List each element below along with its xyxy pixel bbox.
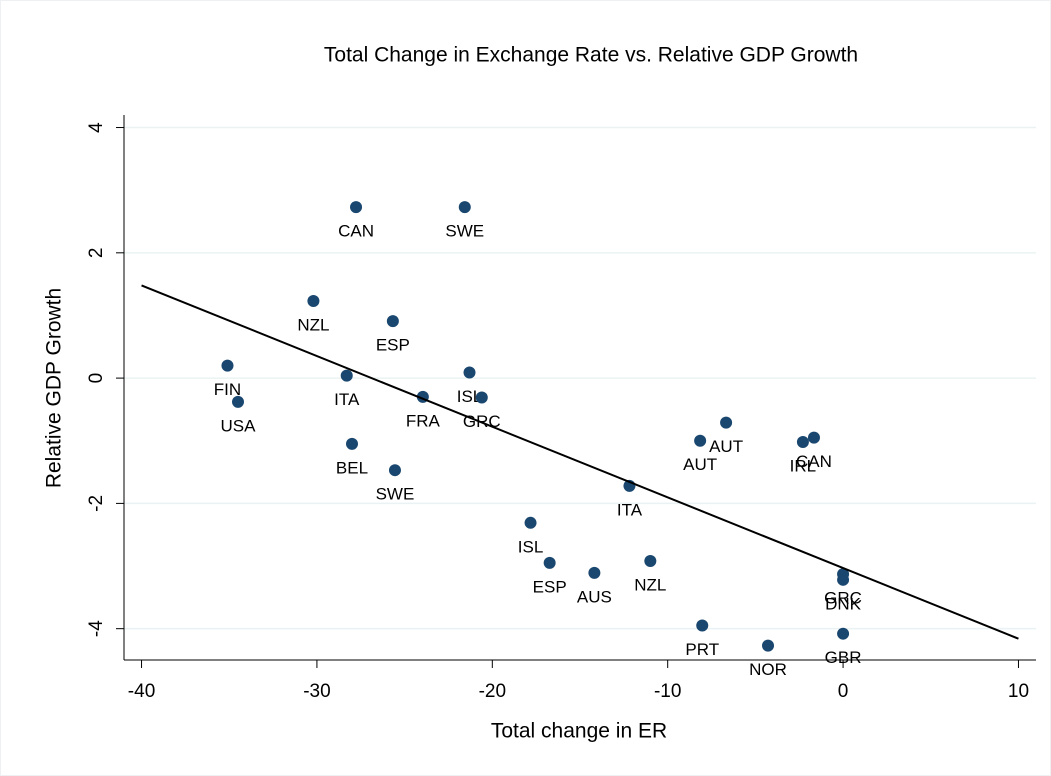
y-tick-label: -4 [86, 620, 107, 637]
point-label: BEL [336, 458, 368, 477]
point [350, 201, 363, 214]
point-label: FIN [214, 380, 241, 399]
point [340, 369, 353, 382]
point-label: NOR [749, 660, 787, 679]
point-label: ITA [334, 390, 360, 409]
point [807, 431, 820, 444]
point [694, 434, 707, 447]
point [458, 201, 471, 214]
x-tick-label: -40 [128, 681, 155, 702]
point [232, 395, 244, 408]
point-label: CAN [338, 222, 374, 241]
point [307, 295, 320, 308]
point [837, 627, 850, 640]
point-label: ISL [518, 537, 544, 556]
point-label: PRT [685, 640, 719, 659]
point-label: CAN [796, 452, 832, 471]
point [463, 366, 476, 379]
y-tick-label: 2 [86, 248, 107, 259]
point-label: GBR [825, 648, 862, 667]
y-tick-label: -2 [86, 495, 107, 512]
point-label: DNK [825, 594, 862, 613]
point [543, 556, 556, 569]
y-tick-label: 0 [86, 373, 107, 384]
point-label: USA [221, 416, 257, 435]
fit-line [141, 284, 1019, 640]
point [644, 555, 657, 568]
point-label: GRC [824, 589, 862, 608]
point-label: ITA [617, 500, 643, 519]
point-label: SWE [376, 485, 415, 504]
x-tick-label: 10 [1008, 681, 1029, 702]
point [388, 464, 401, 477]
point-label: ISL [457, 387, 483, 406]
point [346, 437, 358, 450]
x-tick-label: 0 [838, 681, 849, 702]
x-tick-label: -10 [654, 681, 681, 702]
point [837, 573, 850, 586]
y-tick-label: 4 [86, 122, 107, 133]
point-label: AUT [709, 437, 743, 456]
point-label: FRA [406, 411, 441, 430]
point [720, 416, 733, 429]
point [221, 359, 234, 372]
x-axis-title: Total change in ER [491, 720, 667, 743]
point-label: NZL [297, 316, 329, 335]
x-tick-label: -20 [479, 681, 506, 702]
chart-title: Total Change in Exchange Rate vs. Relati… [324, 44, 858, 67]
point [696, 619, 709, 632]
point [524, 516, 537, 529]
point-label: NZL [634, 576, 666, 595]
point-label: ESP [533, 577, 567, 596]
y-axis-title: Relative GDP Growth [43, 288, 66, 488]
point [386, 315, 399, 328]
point-label: SWE [445, 222, 484, 241]
point-label: IRL [790, 456, 816, 475]
point-label: AUS [577, 587, 612, 606]
x-tick-label: -30 [303, 681, 330, 702]
point [475, 391, 488, 404]
point [796, 436, 809, 448]
point-label: ESP [376, 336, 410, 355]
point-label: AUT [683, 455, 717, 474]
point [588, 566, 601, 579]
point [762, 639, 775, 652]
